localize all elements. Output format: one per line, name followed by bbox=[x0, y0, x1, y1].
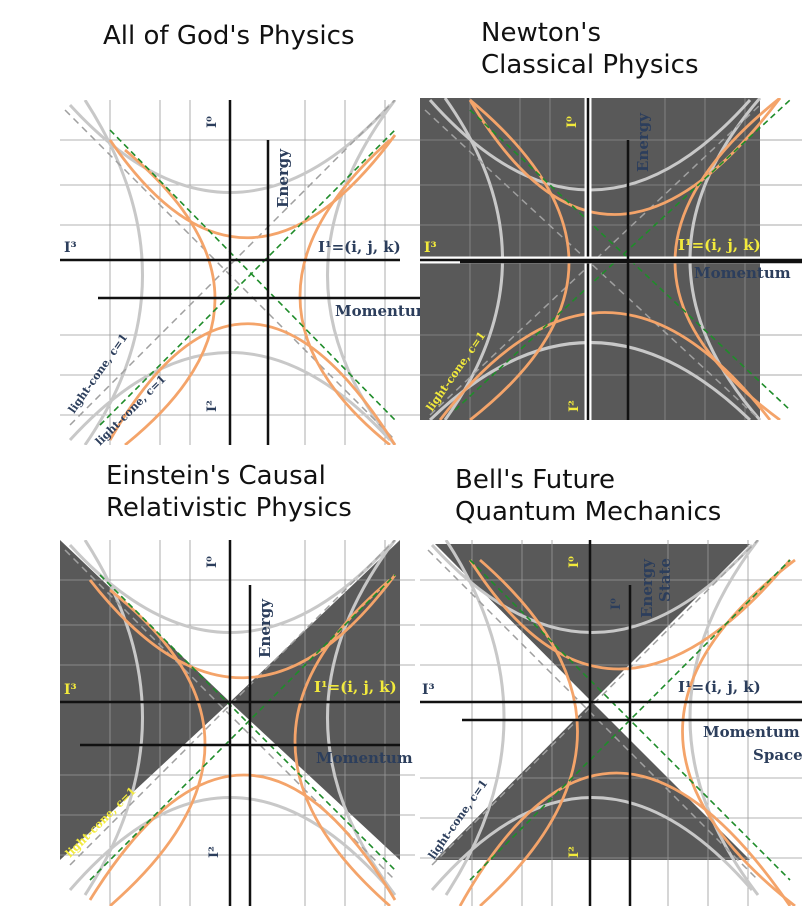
label-state: State bbox=[656, 558, 674, 602]
label-space: Space bbox=[753, 746, 802, 764]
label-i0: I⁰ bbox=[609, 598, 624, 610]
panel-title-line: Bell's Future bbox=[455, 465, 616, 495]
label-energy: Energy bbox=[256, 598, 274, 658]
axes bbox=[60, 100, 420, 445]
gray-light-cone bbox=[424, 104, 761, 420]
panel-title-god: All of God's Physics bbox=[103, 20, 355, 52]
panel-title-line: Einstein's Causal bbox=[106, 461, 326, 491]
axes bbox=[420, 98, 802, 420]
label-i1: I¹=(i, j, k) bbox=[678, 236, 761, 254]
label-momentum: Momentum bbox=[694, 264, 791, 282]
label-energy: Energy bbox=[638, 558, 656, 618]
axes bbox=[60, 540, 400, 906]
panel-title-line: Newton's bbox=[481, 18, 601, 48]
label-i0: I⁰ bbox=[565, 116, 580, 128]
label-light-cone: light-cone, c=1 bbox=[93, 372, 169, 448]
label-i2: I² bbox=[567, 846, 582, 858]
grid bbox=[60, 100, 420, 445]
panel-title-line: Classical Physics bbox=[481, 50, 699, 80]
panel-god-diagram bbox=[60, 100, 420, 445]
label-i2: I² bbox=[207, 846, 222, 858]
shaded-region-left bbox=[60, 540, 230, 860]
label-momentum: Momentum bbox=[316, 749, 413, 767]
label-i0: I⁰ bbox=[205, 116, 220, 128]
label-i0: I⁰ bbox=[567, 556, 582, 568]
orange-hyperbolas bbox=[458, 558, 796, 906]
panel-einstein-diagram bbox=[60, 540, 415, 906]
label-i2: I² bbox=[205, 400, 220, 412]
label-i2: I² bbox=[567, 400, 582, 412]
label-i1: I¹=(i, j, k) bbox=[678, 678, 761, 696]
green-light-cone bbox=[469, 559, 791, 881]
label-energy: Energy bbox=[634, 112, 652, 172]
label-energy: Energy bbox=[274, 148, 292, 208]
orange-hyperbolas bbox=[108, 134, 397, 445]
shaded-region-top bbox=[435, 544, 750, 702]
panel-newton-diagram bbox=[420, 98, 802, 420]
panel-title-line: Relativistic Physics bbox=[106, 493, 352, 523]
panel-title-einstein: Einstein's Causal Relativistic Physics bbox=[106, 460, 352, 524]
label-momentum: Momentum bbox=[335, 302, 432, 320]
panel-title-newton: Newton's Classical Physics bbox=[481, 17, 699, 81]
label-i1: I¹=(i, j, k) bbox=[314, 678, 397, 696]
label-i3: I³ bbox=[422, 682, 435, 698]
axes bbox=[420, 540, 802, 906]
label-i0: I⁰ bbox=[205, 556, 220, 568]
inner-hyperbolas bbox=[430, 540, 760, 896]
panel-title-bell: Bell's Future Quantum Mechanics bbox=[455, 464, 721, 528]
green-light-cone bbox=[99, 129, 396, 426]
label-i3: I³ bbox=[424, 240, 437, 256]
green-light-cone bbox=[454, 99, 791, 411]
shaded-region-right bbox=[230, 540, 400, 860]
panel-title-line: All of God's Physics bbox=[103, 21, 355, 51]
label-i3: I³ bbox=[64, 240, 77, 256]
label-i3: I³ bbox=[64, 682, 77, 698]
green-light-cone bbox=[89, 574, 396, 881]
panel-bell-diagram bbox=[420, 540, 802, 906]
label-momentum: Momentum bbox=[703, 723, 800, 741]
panel-title-line: Quantum Mechanics bbox=[455, 497, 722, 527]
label-i1: I¹=(i, j, k) bbox=[318, 238, 401, 256]
